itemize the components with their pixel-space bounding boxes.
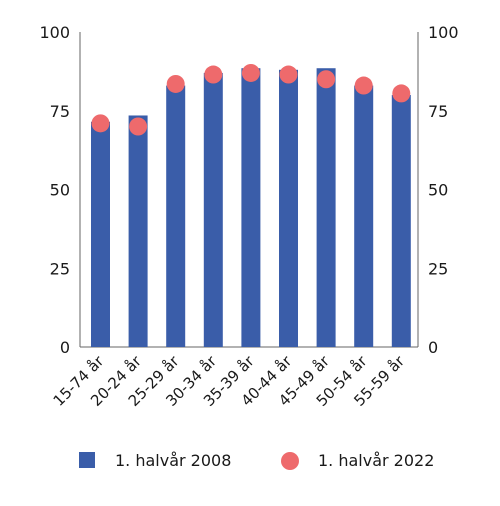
point [204, 65, 223, 84]
point [354, 76, 373, 95]
bar [279, 69, 298, 348]
bar [128, 115, 148, 347]
legend-label-2022: 1. halvår 2022 [318, 451, 434, 470]
point-series [91, 63, 411, 136]
bar [166, 85, 186, 348]
bar [354, 85, 374, 348]
bar [241, 68, 261, 347]
y-tick-left: 100 [39, 23, 70, 42]
y-tick-right: 100 [428, 23, 459, 42]
right-tick-labels: 0 25 50 75 100 [428, 23, 459, 357]
point [279, 65, 298, 84]
legend: 1. halvår 2008 1. halvår 2022 [79, 451, 434, 470]
point [241, 63, 260, 82]
point [91, 114, 110, 133]
bar [91, 121, 110, 348]
y-tick-right: 75 [428, 102, 448, 121]
left-tick-labels: 0 25 50 75 100 [39, 23, 70, 357]
y-tick-right: 0 [428, 338, 438, 357]
legend-swatch-point [281, 452, 299, 470]
legend-swatch-bar [79, 452, 95, 468]
y-tick-left: 25 [50, 259, 70, 278]
y-tick-right: 50 [428, 181, 448, 200]
point [392, 84, 411, 103]
point [166, 74, 185, 93]
bar [316, 68, 336, 347]
legend-label-2008: 1. halvår 2008 [115, 451, 231, 470]
y-tick-left: 0 [60, 338, 70, 357]
bar [391, 95, 411, 347]
bar-series [91, 68, 411, 348]
point [317, 70, 336, 89]
point [129, 117, 148, 136]
bar [203, 72, 223, 347]
y-tick-left: 75 [50, 102, 70, 121]
y-tick-right: 25 [428, 259, 448, 278]
y-tick-left: 50 [50, 181, 70, 200]
